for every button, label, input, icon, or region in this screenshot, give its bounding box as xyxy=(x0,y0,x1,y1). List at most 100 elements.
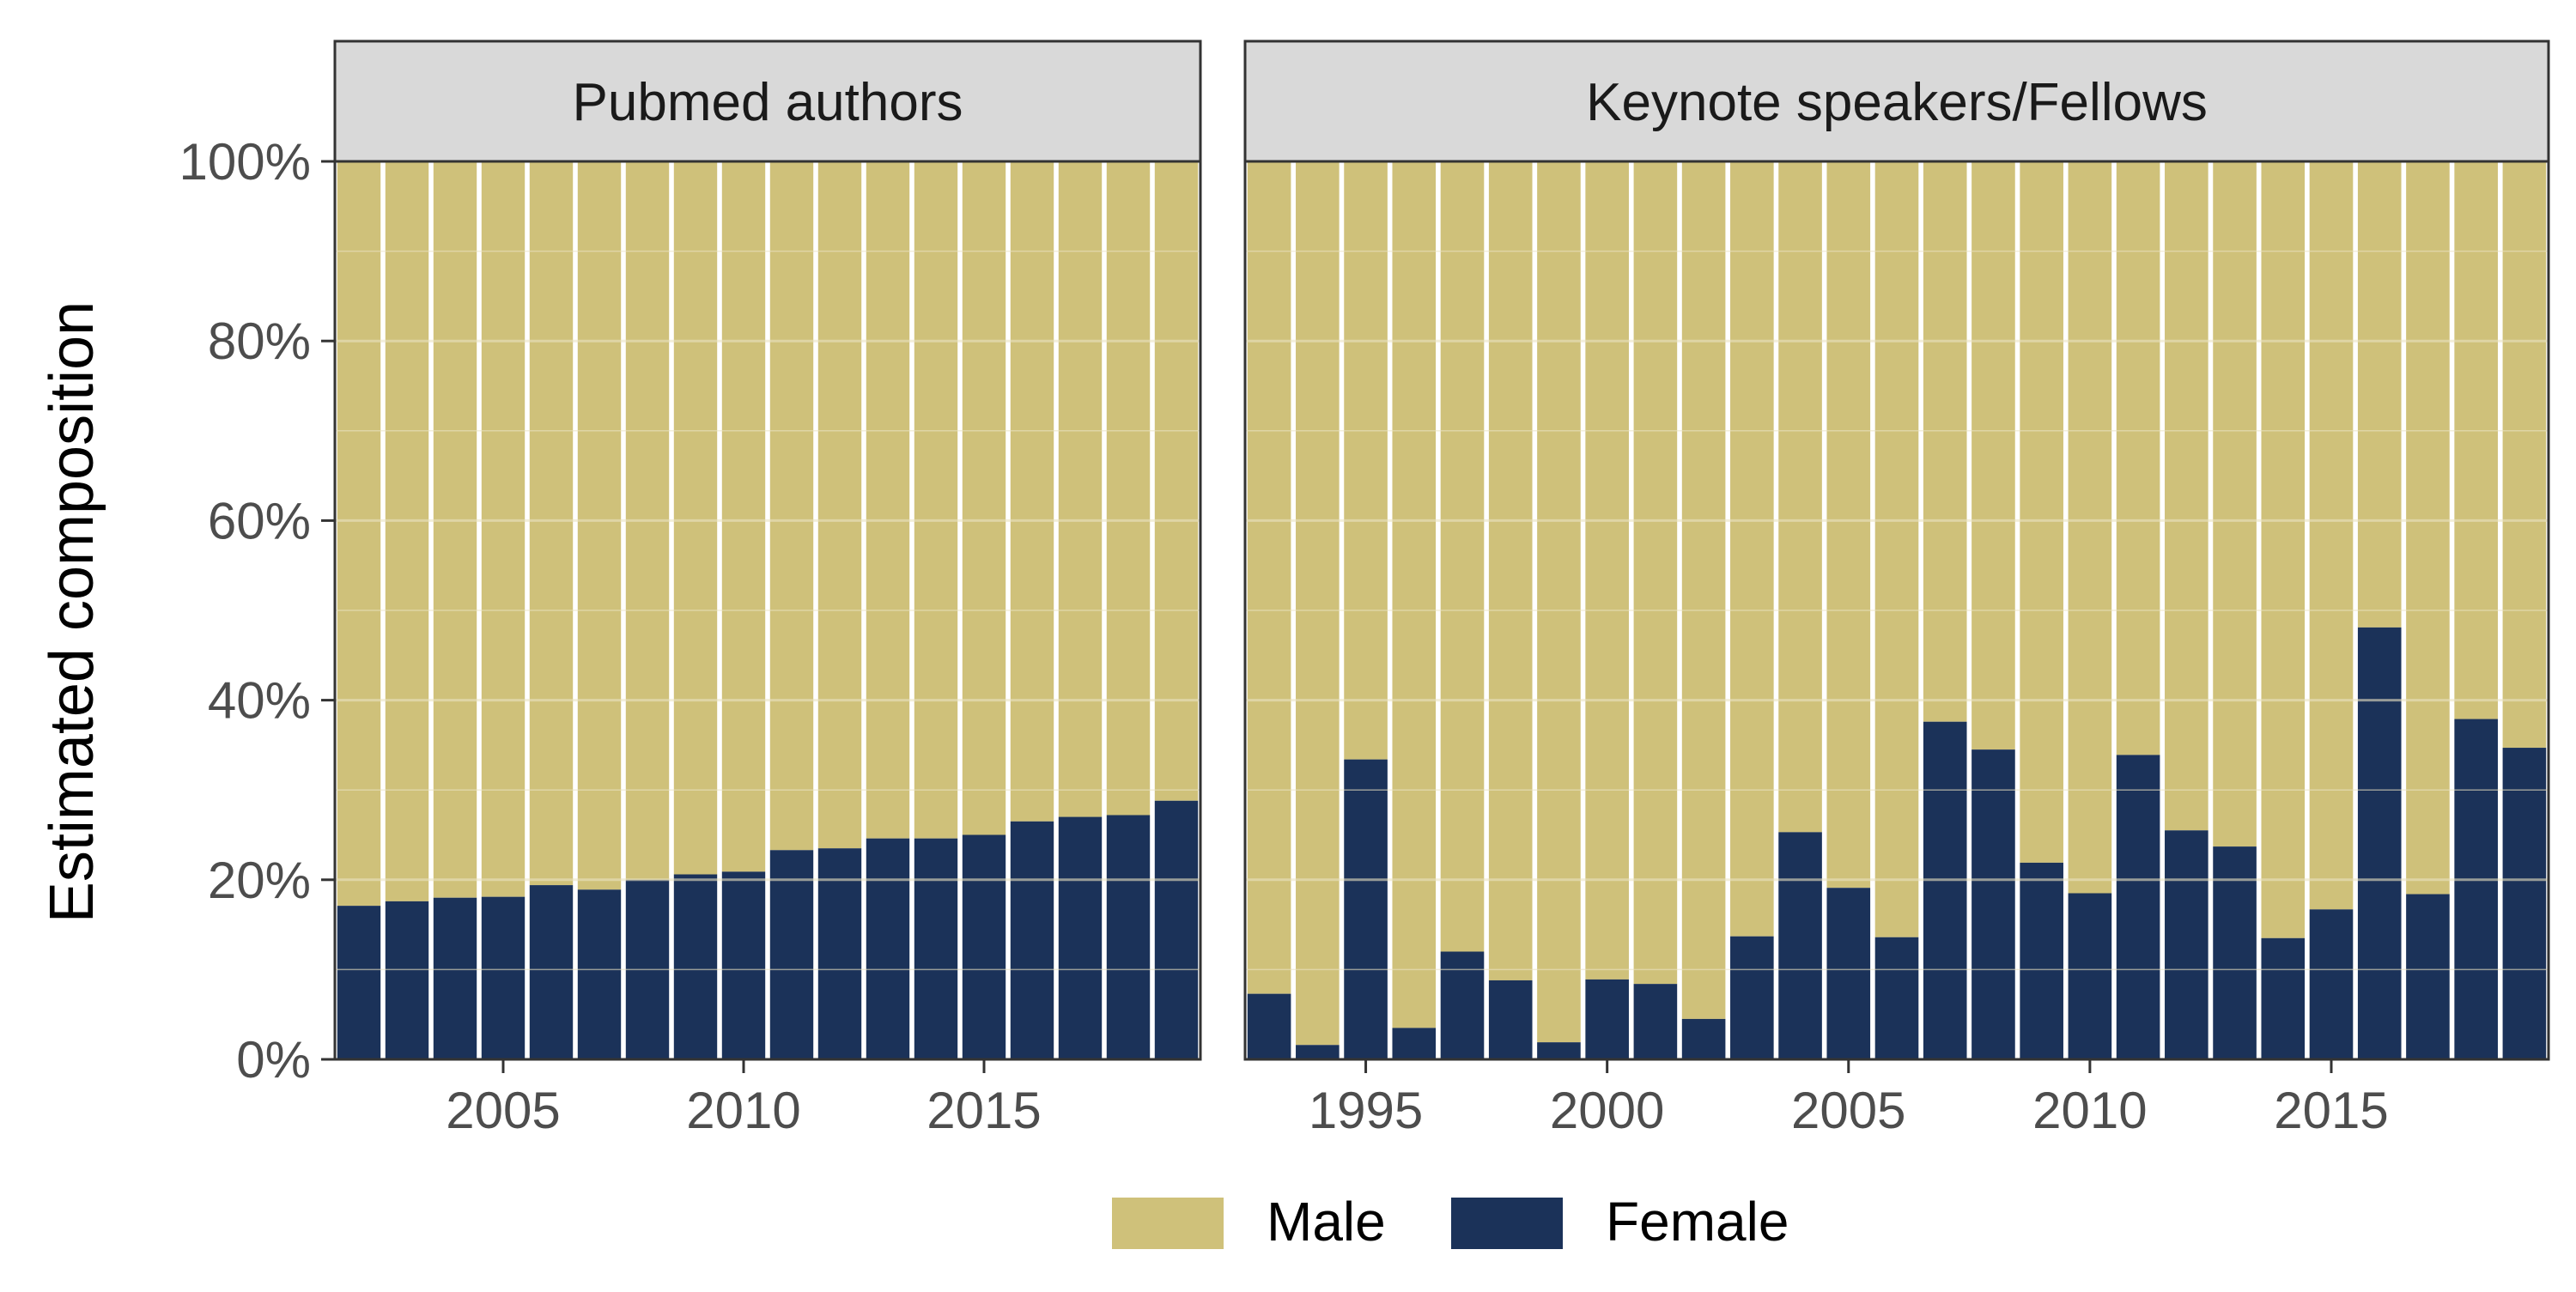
bar-female-2017 xyxy=(2406,894,2450,1059)
bar-male-2013 xyxy=(2213,161,2257,847)
bar-male-1994 xyxy=(1296,161,1340,1046)
bar-male-2012 xyxy=(817,161,862,849)
bar-male-2016 xyxy=(2357,161,2402,628)
bar-female-2017 xyxy=(1058,816,1103,1059)
x-tick-label-1995: 1995 xyxy=(1309,1082,1423,1139)
bars xyxy=(1247,161,2547,1059)
y-tick-label-0: 0% xyxy=(236,1031,311,1089)
bar-male-2009 xyxy=(2020,161,2063,863)
bar-female-2019 xyxy=(2502,748,2547,1059)
y-tick-label-100: 100% xyxy=(179,133,311,191)
bar-female-2004 xyxy=(1778,832,1822,1059)
y-axis-title: Estimated composition xyxy=(38,301,106,923)
y-tick-label-60: 60% xyxy=(208,492,311,549)
x-axis: 2005 2010 2015 xyxy=(446,1059,1042,1139)
y-tick-label-20: 20% xyxy=(208,852,311,909)
bar-male-2015 xyxy=(2309,161,2354,910)
bar-female-2006 xyxy=(1874,937,1919,1059)
bar-female-1997 xyxy=(1440,951,1485,1059)
bars xyxy=(337,161,1199,1059)
bar-male-2009 xyxy=(673,161,718,875)
bar-male-2004 xyxy=(433,161,477,898)
bar-male-2002 xyxy=(1681,161,1726,1019)
bar-male-2017 xyxy=(1058,161,1103,817)
bar-male-2007 xyxy=(577,161,622,890)
bar-male-2017 xyxy=(2406,161,2450,895)
bar-female-2013 xyxy=(2213,846,2257,1059)
bar-male-1998 xyxy=(1488,161,1533,980)
bar-male-2008 xyxy=(1971,161,2015,750)
bar-male-2011 xyxy=(769,161,814,851)
y-axis: 0% 20% 40% 60% 80% 100% xyxy=(179,133,335,1089)
strip-background xyxy=(333,39,1202,163)
bar-female-2009 xyxy=(2020,862,2063,1059)
bar-female-2019 xyxy=(1154,800,1199,1059)
bar-female-2012 xyxy=(817,848,862,1059)
bar-female-2010 xyxy=(2068,893,2112,1059)
legend-item-female: Female xyxy=(1451,1191,1789,1253)
bar-male-2002 xyxy=(337,161,381,907)
bar-female-1995 xyxy=(1344,759,1388,1059)
bar-female-2013 xyxy=(866,838,910,1059)
bar-female-2008 xyxy=(1971,749,2015,1059)
legend: Male Female xyxy=(1112,1191,1789,1253)
x-tick-label-2005: 2005 xyxy=(1791,1082,1905,1139)
legend-label-male: Male xyxy=(1267,1191,1386,1253)
gridlines xyxy=(1245,250,2549,971)
bar-female-2012 xyxy=(2165,830,2208,1059)
bar-male-2010 xyxy=(721,161,766,872)
bar-male-2005 xyxy=(481,161,526,897)
legend-swatch-female xyxy=(1451,1198,1563,1249)
strip-title: Pubmed authors xyxy=(573,73,963,132)
bar-male-2019 xyxy=(2502,161,2547,749)
bar-male-1996 xyxy=(1392,161,1437,1028)
bar-male-2014 xyxy=(914,161,958,839)
bar-female-2018 xyxy=(1106,815,1151,1059)
bar-male-2013 xyxy=(866,161,910,839)
bar-male-2011 xyxy=(2116,161,2160,755)
y-tick-label-40: 40% xyxy=(208,672,311,730)
x-tick-label-2015: 2015 xyxy=(927,1082,1041,1139)
bar-female-2014 xyxy=(2261,937,2306,1059)
bar-female-2003 xyxy=(1730,936,1774,1059)
bar-male-2005 xyxy=(1826,161,1871,889)
bar-male-2006 xyxy=(529,161,574,886)
legend-swatch-male xyxy=(1112,1198,1224,1249)
bar-female-2015 xyxy=(962,834,1006,1059)
panel-1: Pubmed authors 2005 2010 2015 xyxy=(333,39,1202,1139)
bar-female-2016 xyxy=(2357,627,2402,1059)
panel-2: Keynote speakers/Fellows 1995 2000 2005 2010… xyxy=(1243,39,2550,1139)
gridlines xyxy=(335,250,1200,971)
bar-male-2010 xyxy=(2068,161,2112,894)
bar-male-2012 xyxy=(2165,161,2208,831)
bar-female-2005 xyxy=(1826,888,1871,1059)
bar-male-1995 xyxy=(1344,161,1388,760)
x-tick-label-2000: 2000 xyxy=(1550,1082,1664,1139)
bar-female-2007 xyxy=(577,889,622,1059)
strip-title: Keynote speakers/Fellows xyxy=(1586,73,2208,132)
bar-female-2009 xyxy=(673,874,718,1059)
bar-male-2003 xyxy=(1730,161,1774,937)
bar-female-2005 xyxy=(481,896,526,1059)
bar-male-2018 xyxy=(2454,161,2498,719)
strip-background xyxy=(1243,39,2550,163)
bar-male-1997 xyxy=(1440,161,1485,952)
bar-female-2018 xyxy=(2454,719,2498,1059)
bar-male-2018 xyxy=(1106,161,1151,816)
bar-female-1996 xyxy=(1392,1028,1437,1059)
bar-male-2016 xyxy=(1010,161,1054,822)
bar-female-2011 xyxy=(769,850,814,1059)
bar-male-2001 xyxy=(1633,161,1678,985)
bar-female-1998 xyxy=(1488,980,1533,1059)
legend-item-male: Male xyxy=(1112,1191,1386,1253)
legend-label-female: Female xyxy=(1606,1191,1789,1253)
x-tick-label-2015: 2015 xyxy=(2274,1082,2388,1139)
x-tick-label-2010: 2010 xyxy=(2032,1082,2147,1139)
bar-male-1993 xyxy=(1247,161,1291,994)
bar-male-2019 xyxy=(1154,161,1199,801)
bar-male-2015 xyxy=(962,161,1006,835)
bar-female-2003 xyxy=(385,901,429,1059)
